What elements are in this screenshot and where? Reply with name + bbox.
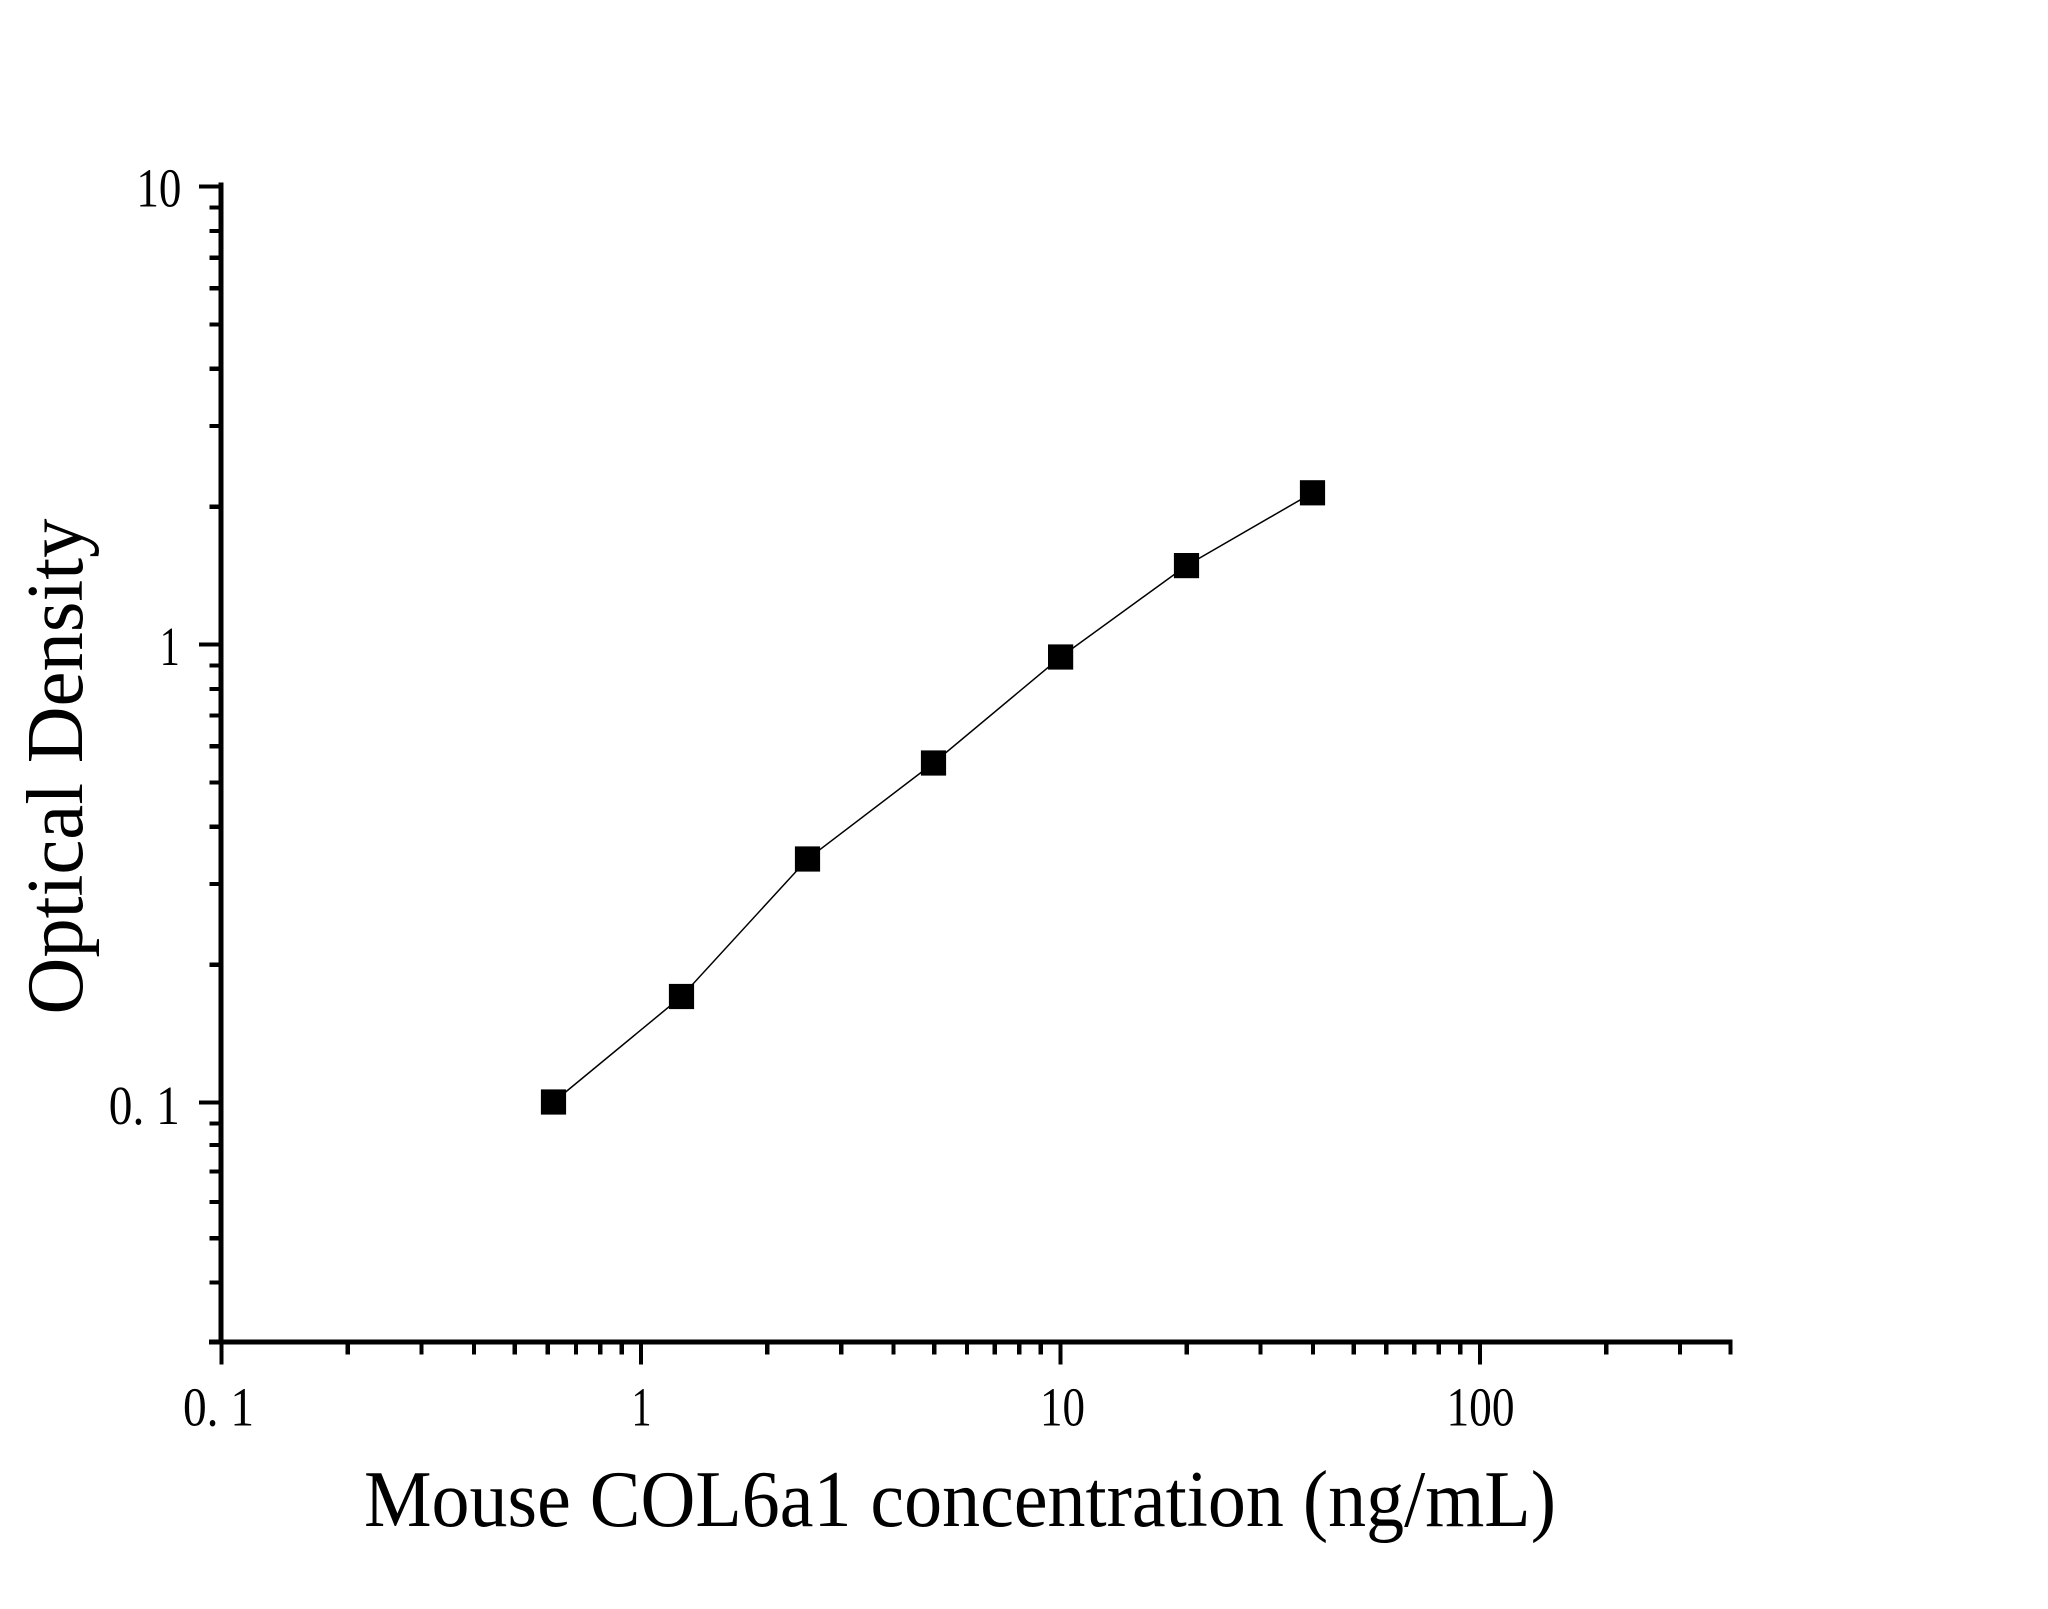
- svg-text:100: 100: [1447, 1378, 1515, 1439]
- svg-text:1: 1: [632, 1378, 652, 1439]
- svg-text:10: 10: [1040, 1378, 1085, 1439]
- svg-text:0. 1: 0. 1: [109, 1076, 180, 1137]
- svg-text:10: 10: [136, 159, 181, 220]
- svg-text:Mouse COL6a1 concentration (ng: Mouse COL6a1 concentration (ng/mL): [364, 1456, 1556, 1544]
- svg-text:1: 1: [160, 617, 180, 678]
- svg-text:0. 1: 0. 1: [183, 1378, 254, 1439]
- svg-text:Optical Density: Optical Density: [12, 519, 100, 1015]
